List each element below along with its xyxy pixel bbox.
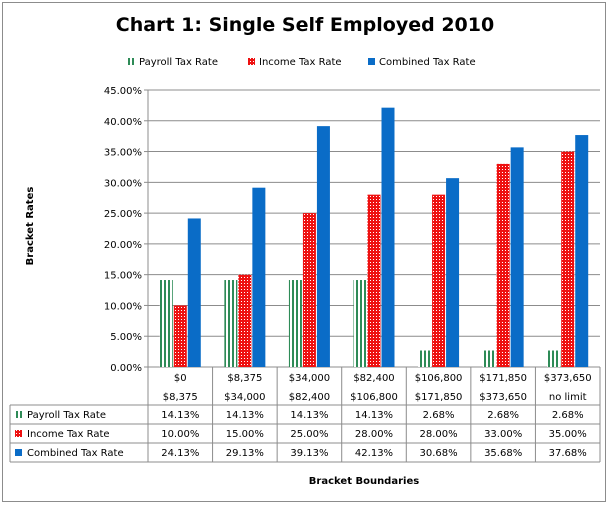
table-cell: 2.68%	[552, 410, 584, 421]
y-tick-label: 35.00%	[104, 148, 142, 159]
legend: Payroll Tax Rate Income Tax Rate Combined …	[128, 57, 476, 68]
bar-0-2	[288, 280, 302, 367]
bar-2-5	[510, 147, 524, 367]
table-cell: 28.00%	[355, 429, 393, 440]
category-label-bottom: $34,000	[224, 392, 265, 403]
y-axis-label: Bracket Rates	[25, 187, 36, 266]
y-tick-label: 15.00%	[104, 271, 142, 282]
category-label-bottom: $8,375	[163, 392, 198, 403]
table-cell: 30.68%	[420, 448, 458, 459]
y-tick-label: 5.00%	[110, 332, 142, 343]
y-tick-label: 30.00%	[104, 178, 142, 189]
bar-1-6	[561, 151, 575, 367]
y-tick-label: 20.00%	[104, 240, 142, 251]
bar-2-0	[187, 218, 201, 367]
y-tick-label: 10.00%	[104, 301, 142, 312]
category-label-bottom: $82,400	[289, 392, 330, 403]
bar-2-4	[446, 178, 460, 367]
table-cell: 37.68%	[549, 448, 587, 459]
bar-0-1	[224, 280, 238, 367]
table-cell: 28.00%	[420, 429, 458, 440]
table-swatch-1	[15, 430, 22, 437]
table-cell: 24.13%	[161, 448, 199, 459]
chart-title: Chart 1: Single Self Employed 2010	[116, 14, 494, 36]
category-label-bottom: no limit	[549, 392, 587, 403]
table-series-name-1: Income Tax Rate	[27, 429, 110, 440]
table-cell: 14.13%	[226, 410, 264, 421]
bars	[159, 107, 589, 367]
y-axis-ticks: 0.00% 5.00% 10.00% 15.00% 20.00% 25.00% 30.00%…	[104, 86, 148, 374]
table-series-name-2: Combined Tax Rate	[27, 448, 124, 459]
legend-swatch-0	[128, 58, 135, 65]
y-tick-label: 25.00%	[104, 209, 142, 220]
legend-label-0: Payroll Tax Rate	[139, 57, 218, 68]
table-cell: 15.00%	[226, 429, 264, 440]
table-cell: 25.00%	[290, 429, 328, 440]
x-axis-label: Bracket Boundaries	[309, 476, 419, 487]
y-tick-label: 0.00%	[110, 363, 142, 374]
bar-0-5	[482, 350, 496, 367]
legend-label-2: Combined Tax Rate	[379, 57, 476, 68]
category-label-top: $0	[174, 373, 187, 384]
table-cell: 10.00%	[161, 429, 199, 440]
y-tick-label: 40.00%	[104, 117, 142, 128]
table-cell: 14.13%	[161, 410, 199, 421]
table-cell: 2.68%	[423, 410, 455, 421]
legend-swatch-2	[368, 58, 375, 65]
table-swatch-2	[15, 449, 22, 456]
category-label-top: $171,850	[479, 373, 527, 384]
legend-label-1: Income Tax Rate	[259, 57, 342, 68]
table-cell: 29.13%	[226, 448, 264, 459]
plot-gridlines	[147, 89, 600, 368]
y-tick-label: 45.00%	[104, 86, 142, 97]
bar-2-2	[316, 126, 330, 367]
bar-1-1	[238, 274, 252, 367]
bar-2-3	[381, 107, 395, 367]
table-cell: 35.00%	[549, 429, 587, 440]
category-label-top: $373,650	[544, 373, 592, 384]
bar-2-6	[575, 135, 589, 367]
category-label-bottom: $171,850	[415, 392, 463, 403]
bar-1-5	[496, 163, 510, 367]
bar-1-2	[302, 213, 316, 367]
category-label-bottom: $106,800	[350, 392, 398, 403]
bar-0-4	[418, 350, 432, 367]
bar-0-3	[353, 280, 367, 367]
table-cell: 35.68%	[484, 448, 522, 459]
legend-swatch-1	[248, 58, 255, 65]
bar-1-0	[173, 305, 187, 367]
data-table: $0 $8,375 $8,375 $34,000 $34,000 $82,400 $82,4…	[9, 367, 601, 463]
category-label-top: $34,000	[289, 373, 330, 384]
bar-1-3	[367, 194, 381, 367]
category-label-bottom: $373,650	[479, 392, 527, 403]
bar-2-1	[252, 187, 266, 367]
category-label-top: $106,800	[415, 373, 463, 384]
table-cell: 2.68%	[487, 410, 519, 421]
table-swatch-0	[15, 411, 22, 418]
category-label-top: $8,375	[227, 373, 262, 384]
table-cell: 42.13%	[355, 448, 393, 459]
table-cell: 14.13%	[355, 410, 393, 421]
table-series-name-0: Payroll Tax Rate	[27, 410, 106, 421]
bar-0-6	[547, 350, 561, 367]
bar-1-4	[432, 194, 446, 367]
table-cell: 33.00%	[484, 429, 522, 440]
bar-0-0	[159, 280, 173, 367]
category-label-top: $82,400	[353, 373, 394, 384]
table-cell: 14.13%	[290, 410, 328, 421]
table-cell: 39.13%	[290, 448, 328, 459]
